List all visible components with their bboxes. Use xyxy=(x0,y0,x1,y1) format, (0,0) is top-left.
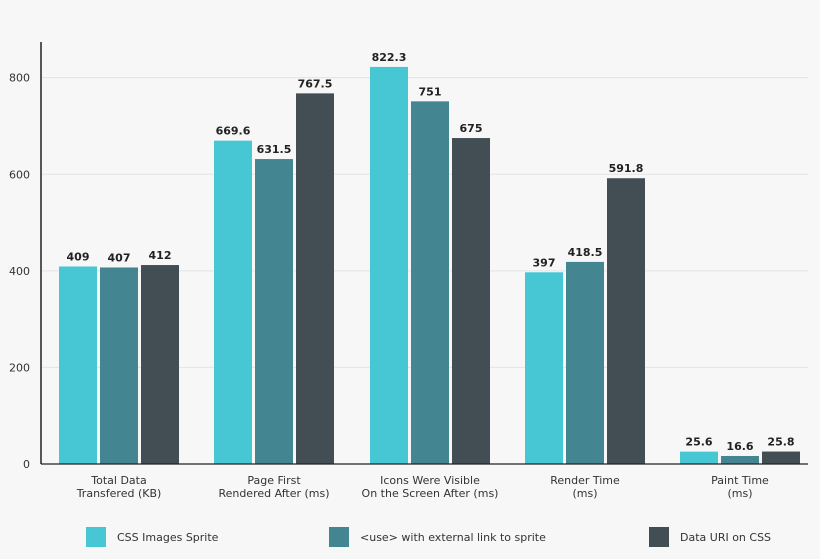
x-tick-label-line: On the Screen After (ms) xyxy=(362,487,499,500)
bar xyxy=(59,266,97,464)
data-label: 418.5 xyxy=(568,246,603,259)
x-tick-label: Icons Were Visible On the Screen After (m… xyxy=(362,474,499,500)
data-label: 631.5 xyxy=(257,143,292,156)
legend-label: <use> with external link to sprite xyxy=(360,530,546,544)
bar xyxy=(411,101,449,464)
legend-item: <use> with external link to sprite xyxy=(329,524,546,550)
data-label: 412 xyxy=(149,249,172,262)
bar xyxy=(100,267,138,464)
bars xyxy=(59,66,800,465)
legend-swatch xyxy=(329,527,349,547)
bar xyxy=(141,265,179,464)
y-tick-label: 800 xyxy=(9,72,30,85)
legend-label: Data URI on CSS xyxy=(680,530,772,544)
bar xyxy=(721,455,759,464)
data-label: 675 xyxy=(460,122,483,135)
data-label: 409 xyxy=(67,250,90,263)
y-tick-label: 0 xyxy=(23,458,30,471)
data-label: 25.6 xyxy=(685,436,712,449)
data-label: 822.3 xyxy=(372,51,407,64)
y-tick-label: 400 xyxy=(9,265,30,278)
x-tick-label-line: Paint Time xyxy=(711,474,769,487)
legend-swatch xyxy=(649,527,669,547)
data-label: 397 xyxy=(533,256,556,269)
bar xyxy=(452,138,490,465)
legend-swatch xyxy=(86,527,106,547)
bar xyxy=(370,66,408,465)
x-tick-label: Paint Time (ms) xyxy=(711,474,769,500)
bar xyxy=(607,178,645,464)
x-tick-label-line: Page First xyxy=(247,474,301,487)
x-tick-label-line: Total Data xyxy=(90,474,146,487)
y-tick-label: 200 xyxy=(9,361,30,374)
x-tick-label-line: Icons Were Visible xyxy=(380,474,480,487)
x-tick-label: Page First Rendered After (ms) xyxy=(218,474,329,500)
data-label: 751 xyxy=(419,85,442,98)
chart-plot: 0 200 400 600 800 409 669.6 822.3 397 25.6 407 631.… xyxy=(9,42,808,500)
bar xyxy=(762,451,800,464)
axes xyxy=(40,42,808,465)
y-tick-label: 600 xyxy=(9,168,30,181)
x-tick-label: Render Time (ms) xyxy=(550,474,620,500)
labels: 0 200 400 600 800 409 669.6 822.3 397 25.6 407 631.… xyxy=(9,51,795,500)
legend-label: CSS Images Sprite xyxy=(117,530,219,544)
bar xyxy=(214,140,252,465)
bar xyxy=(680,451,718,464)
data-label: 407 xyxy=(108,251,131,264)
bar xyxy=(255,159,293,464)
data-label: 591.8 xyxy=(609,162,644,175)
bar xyxy=(296,93,334,464)
data-label: 16.6 xyxy=(726,440,753,453)
legend-item: CSS Images Sprite xyxy=(86,524,218,550)
data-label: 767.5 xyxy=(298,77,333,90)
data-label: 669.6 xyxy=(216,125,251,138)
x-tick-label-line: (ms) xyxy=(572,487,597,500)
x-tick-label-line: Render Time xyxy=(550,474,620,487)
bar xyxy=(525,272,563,464)
x-tick-label-line: Rendered After (ms) xyxy=(218,487,329,500)
bar xyxy=(566,261,604,464)
legend: CSS Images Sprite <use> with external lin… xyxy=(0,524,820,550)
x-tick-label-line: (ms) xyxy=(727,487,752,500)
data-label: 25.8 xyxy=(767,436,794,449)
x-tick-label-line: Transfered (KB) xyxy=(76,487,162,500)
legend-item: Data URI on CSS xyxy=(649,524,771,550)
x-tick-label: Total Data Transfered (KB) xyxy=(76,474,162,500)
